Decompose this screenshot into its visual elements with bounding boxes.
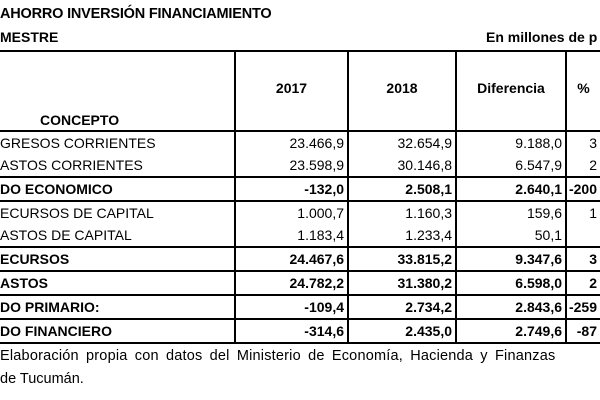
table-row: ASTOS CORRIENTES 23.598,9 30.146,8 6.547… xyxy=(0,154,600,177)
cell-2017: 1.183,4 xyxy=(234,224,348,247)
cell-percent: 2 xyxy=(565,154,600,177)
cell-diferencia: 2.640,1 xyxy=(455,176,566,201)
units-label: En millones de p xyxy=(486,29,598,45)
column-header-percent: % xyxy=(565,50,600,132)
cell-diferencia: 159,6 xyxy=(455,200,566,224)
cell-2018: 31.380,2 xyxy=(347,270,456,295)
row-label: ASTOS xyxy=(0,270,235,295)
footnote-source-continued: de Tucumán. xyxy=(0,371,84,387)
cell-2017: -109,4 xyxy=(234,294,348,319)
row-label: GRESOS CORRIENTES xyxy=(0,135,156,151)
cell-diferencia: 9.188,0 xyxy=(455,131,566,154)
cell-percent: -259 xyxy=(565,294,600,319)
table-row: DO PRIMARIO: -109,4 2.734,2 2.843,6 -259 xyxy=(0,294,600,319)
table-row: ECURSOS DE CAPITAL 1.000,7 1.160,3 159,6… xyxy=(0,200,600,224)
cell-2017: -132,0 xyxy=(234,176,348,201)
cell-2018: 2.508,1 xyxy=(347,176,456,201)
row-label: ECURSOS DE CAPITAL xyxy=(0,200,235,224)
cell-2017: 23.598,9 xyxy=(234,154,348,177)
table-row: GRESOS CORRIENTES 23.466,9 32.654,9 9.18… xyxy=(0,131,600,154)
cell-diferencia: 6.598,0 xyxy=(455,270,566,295)
column-header-2017: 2017 xyxy=(234,50,348,132)
column-header-concepto: CONCEPTO xyxy=(0,50,235,132)
cell-percent xyxy=(565,224,600,247)
cell-percent: -87 xyxy=(565,318,600,344)
cell-2018: 30.146,8 xyxy=(347,154,456,177)
cell-diferencia: 9.347,6 xyxy=(455,246,566,271)
row-label: DO PRIMARIO: xyxy=(0,294,235,319)
table-row: DO FINANCIERO -314,6 2.435,0 2.749,6 -87 xyxy=(0,318,600,344)
table-row: ASTOS 24.782,2 31.380,2 6.598,0 2 xyxy=(0,270,600,295)
table-row: ECURSOS 24.467,6 33.815,2 9.347,6 3 xyxy=(0,246,600,271)
cell-diferencia: 2.749,6 xyxy=(455,318,566,344)
cell-percent: -200 xyxy=(565,176,600,201)
cell-2018: 2.435,0 xyxy=(347,318,456,344)
row-label: ECURSOS xyxy=(0,246,235,271)
cell-percent: 1 xyxy=(565,200,600,224)
row-label: ASTOS CORRIENTES xyxy=(0,157,143,173)
row-label: DO ECONOMICO xyxy=(0,176,235,201)
cell-percent: 3 xyxy=(565,246,600,271)
row-label: DO FINANCIERO xyxy=(0,318,235,344)
cell-diferencia: 6.547,9 xyxy=(455,154,566,177)
cell-2018: 1.160,3 xyxy=(347,200,456,224)
cell-2018: 2.734,2 xyxy=(347,294,456,319)
cell-2018: 1.233,4 xyxy=(347,224,456,247)
column-header-2018: 2018 xyxy=(347,50,456,132)
column-header-diferencia: Diferencia xyxy=(455,50,566,132)
cell-2017: 24.782,2 xyxy=(234,270,348,295)
cell-diferencia: 50,1 xyxy=(455,224,566,247)
cell-2017: 1.000,7 xyxy=(234,200,348,224)
table-row: DO ECONOMICO -132,0 2.508,1 2.640,1 -200 xyxy=(0,176,600,201)
period-label: MESTRE xyxy=(0,29,59,45)
row-label: ASTOS DE CAPITAL xyxy=(0,227,132,243)
cell-percent: 3 xyxy=(565,131,600,154)
footnote-source: Elaboración propia con datos del Ministe… xyxy=(0,348,556,364)
table-title: AHORRO INVERSIÓN FINANCIAMIENTO xyxy=(0,6,272,22)
table-row: ASTOS DE CAPITAL 1.183,4 1.233,4 50,1 xyxy=(0,224,600,247)
table-header-row: CONCEPTO 2017 2018 Diferencia % xyxy=(0,50,600,132)
cell-2018: 33.815,2 xyxy=(347,246,456,271)
cell-percent: 2 xyxy=(565,270,600,295)
cell-2017: -314,6 xyxy=(234,318,348,344)
cell-diferencia: 2.843,6 xyxy=(455,294,566,319)
cell-2017: 24.467,6 xyxy=(234,246,348,271)
fiscal-table: CONCEPTO 2017 2018 Diferencia % GRESOS C… xyxy=(0,50,600,344)
cell-2017: 23.466,9 xyxy=(234,131,348,154)
cell-2018: 32.654,9 xyxy=(347,131,456,154)
